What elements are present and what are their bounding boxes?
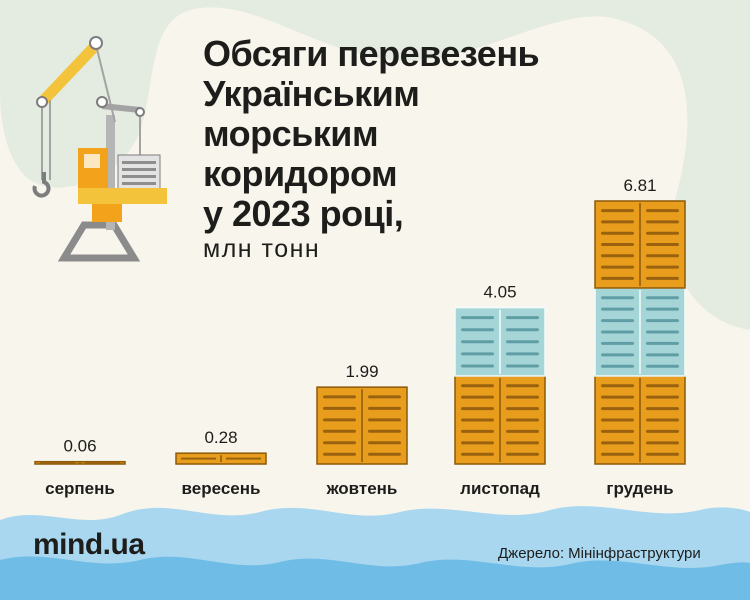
background-blob xyxy=(0,0,750,330)
bar xyxy=(34,460,126,465)
category-label: серпень xyxy=(45,479,115,498)
source-value: Мінінфраструктури xyxy=(568,545,701,562)
title-block: Обсяги перевезень Українським морським к… xyxy=(203,33,540,234)
harbor-crane-icon xyxy=(32,36,167,262)
data-label: 4.05 xyxy=(483,283,516,302)
source-note: Джерело: Мінінфраструктури xyxy=(498,545,701,562)
category-label: листопад xyxy=(460,479,540,498)
category-label: грудень xyxy=(606,479,673,498)
bar xyxy=(316,386,408,465)
bar xyxy=(454,306,546,465)
unit-label: млн тонн xyxy=(203,235,321,263)
chart-title: Обсяги перевезень Українським морським к… xyxy=(203,33,540,234)
wave-dark xyxy=(0,556,750,600)
data-label: 0.06 xyxy=(63,437,96,456)
data-label: 6.81 xyxy=(623,176,656,195)
brand-logo[interactable]: mind.ua xyxy=(33,528,145,561)
category-label: вересень xyxy=(182,479,261,498)
bar xyxy=(594,200,686,465)
data-label: 0.28 xyxy=(204,428,237,447)
bar xyxy=(175,452,267,465)
data-label: 1.99 xyxy=(345,362,378,381)
category-label: жовтень xyxy=(326,479,398,498)
source-label: Джерело: xyxy=(498,545,565,562)
